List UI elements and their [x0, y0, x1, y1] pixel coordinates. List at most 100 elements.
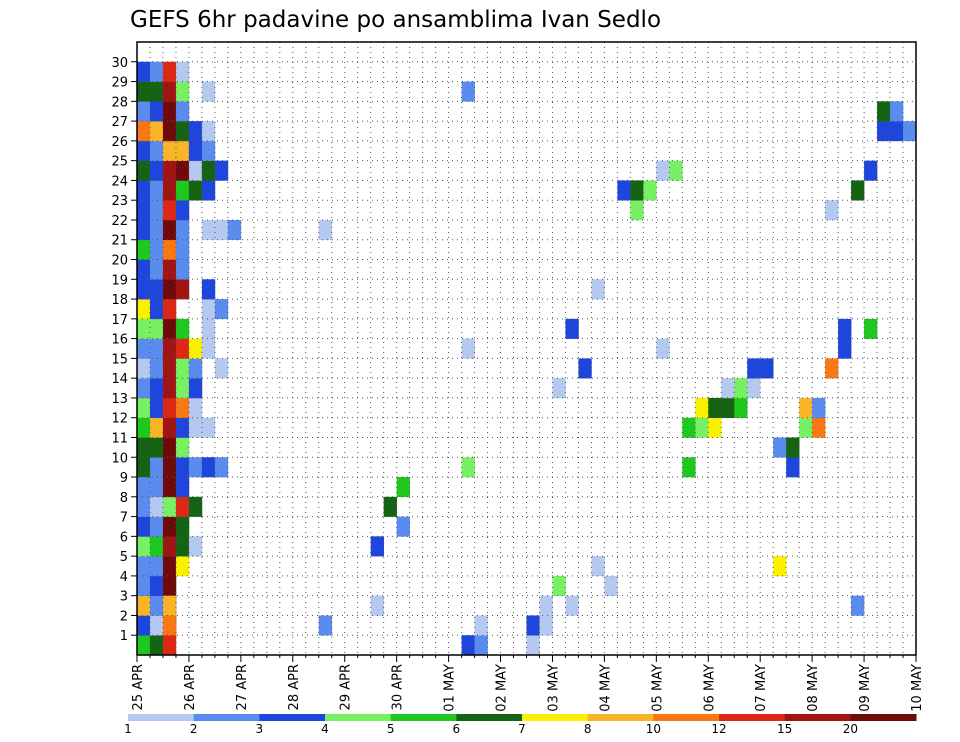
- heatmap-cell: [669, 160, 683, 181]
- heatmap-cell: [162, 160, 177, 181]
- heatmap-cell: [227, 219, 242, 241]
- colorbar-swatch: [456, 714, 523, 721]
- heatmap-cell: [201, 417, 216, 438]
- heatmap-cell: [162, 556, 177, 577]
- heatmap-cell: [149, 140, 164, 161]
- heatmap-cell: [175, 397, 190, 419]
- heatmap-cell: [149, 397, 164, 419]
- heatmap-cell: [137, 160, 151, 181]
- heatmap-cell: [175, 516, 190, 537]
- heatmap-cell: [747, 378, 761, 399]
- heatmap-cell: [137, 496, 151, 517]
- colorbar-swatch: [259, 714, 326, 721]
- heatmap-cell: [137, 61, 151, 82]
- heatmap-cell: [396, 516, 410, 537]
- heatmap-cell: [188, 397, 203, 419]
- heatmap-cell: [149, 200, 164, 221]
- heatmap-cell: [175, 496, 190, 517]
- heatmap-cell: [214, 358, 229, 379]
- heatmap-cell: [137, 556, 151, 577]
- heatmap-cell: [396, 477, 410, 498]
- colorbar-swatch: [390, 714, 457, 721]
- x-tick-label: 01 MAY: [443, 664, 458, 712]
- heatmap-cell: [162, 239, 177, 260]
- heatmap-cell: [682, 417, 696, 438]
- x-tick-label: 10 MAY: [910, 664, 925, 712]
- x-tick-label: 27 APR: [235, 664, 250, 710]
- heatmap-cell: [695, 397, 709, 419]
- heatmap-cell: [137, 81, 151, 102]
- heatmap-cell: [175, 536, 190, 557]
- heatmap-cell: [137, 615, 151, 636]
- heatmap-cell: [137, 516, 151, 537]
- colorbar-label: 15: [777, 722, 792, 736]
- heatmap-cell: [526, 635, 540, 656]
- heatmap-cell: [630, 180, 644, 201]
- heatmap-cell: [201, 219, 216, 241]
- heatmap-cell: [149, 437, 164, 458]
- heatmap-cell: [149, 180, 164, 201]
- heatmap-cell: [786, 437, 800, 458]
- heatmap-cell: [162, 180, 177, 201]
- heatmap-cell: [851, 180, 865, 201]
- heatmap-cell: [175, 61, 190, 82]
- heatmap-cell: [838, 338, 852, 359]
- heatmap-cell: [318, 615, 333, 636]
- heatmap-cell: [162, 219, 177, 241]
- x-tick-label: 05 MAY: [650, 664, 665, 712]
- y-tick-label: 4: [120, 570, 128, 585]
- heatmap-cell: [149, 239, 164, 260]
- x-tick-label: 30 APR: [391, 664, 406, 710]
- y-tick-label: 17: [111, 313, 128, 328]
- y-tick-label: 27: [111, 115, 128, 130]
- y-tick-label: 6: [120, 530, 128, 545]
- heatmap-cell: [162, 299, 177, 320]
- y-tick-label: 29: [111, 76, 128, 91]
- heatmap-cell: [188, 417, 203, 438]
- heatmap-cell: [903, 121, 917, 142]
- heatmap-cell: [188, 338, 203, 359]
- heatmap-cell: [137, 140, 151, 161]
- y-tick-label: 19: [111, 273, 128, 288]
- heatmap-cell: [201, 457, 216, 478]
- heatmap-cell: [162, 81, 177, 102]
- heatmap-cell: [201, 338, 216, 359]
- heatmap-cell: [734, 397, 748, 419]
- heatmap-cell: [175, 338, 190, 359]
- heatmap-cell: [137, 338, 151, 359]
- heatmap-cell: [175, 121, 190, 142]
- y-tick-label: 25: [111, 155, 128, 170]
- heatmap-cell: [877, 101, 891, 122]
- heatmap-cell: [137, 378, 151, 399]
- heatmap-cell: [162, 615, 177, 636]
- heatmap-cell: [137, 536, 151, 557]
- heatmap-cell: [474, 615, 488, 636]
- heatmap-cell: [175, 219, 190, 241]
- heatmap-cell: [137, 575, 151, 596]
- heatmap-cell: [162, 437, 177, 458]
- heatmap-cell: [149, 417, 164, 438]
- heatmap-cell: [799, 417, 813, 438]
- heatmap-cell: [137, 358, 151, 379]
- heatmap-cell: [188, 180, 203, 201]
- heatmap-cell: [149, 121, 164, 142]
- heatmap-cell: [643, 180, 657, 201]
- heatmap-cell: [137, 397, 151, 419]
- heatmap-cell: [734, 378, 748, 399]
- heatmap-cell: [162, 358, 177, 379]
- heatmap-cell: [539, 615, 553, 636]
- heatmap-cell: [201, 318, 216, 339]
- heatmap-cell: [682, 457, 696, 478]
- y-tick-label: 10: [111, 451, 128, 466]
- heatmap-cell: [175, 200, 190, 221]
- y-tick-label: 13: [111, 392, 128, 407]
- heatmap-cell: [149, 457, 164, 478]
- y-tick-label: 18: [111, 293, 128, 308]
- heatmap-cell: [149, 81, 164, 102]
- heatmap-cell: [149, 101, 164, 122]
- heatmap-cell: [137, 457, 151, 478]
- y-tick-label: 26: [111, 135, 128, 150]
- y-tick-label: 21: [111, 234, 128, 249]
- heatmap-cell: [149, 496, 164, 517]
